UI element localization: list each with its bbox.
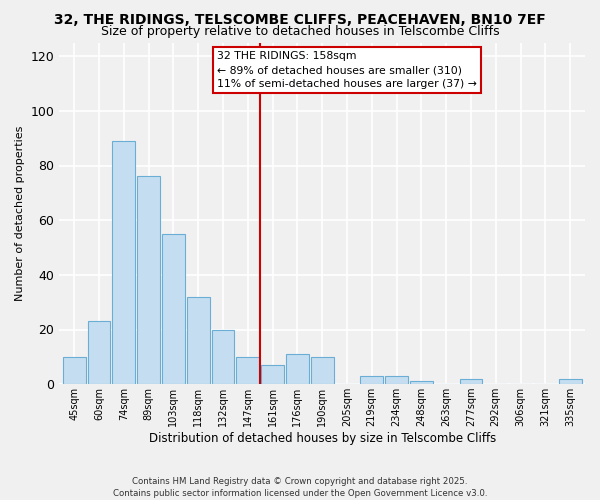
Bar	[236, 357, 259, 384]
Bar	[559, 378, 581, 384]
Bar	[88, 322, 110, 384]
Bar	[137, 176, 160, 384]
Bar	[187, 296, 209, 384]
Bar	[460, 378, 482, 384]
Bar	[112, 141, 135, 384]
Y-axis label: Number of detached properties: Number of detached properties	[15, 126, 25, 301]
Bar	[162, 234, 185, 384]
Bar	[311, 357, 334, 384]
Text: Size of property relative to detached houses in Telscombe Cliffs: Size of property relative to detached ho…	[101, 25, 499, 38]
Bar	[261, 365, 284, 384]
Bar	[361, 376, 383, 384]
Bar	[63, 357, 86, 384]
Text: 32, THE RIDINGS, TELSCOMBE CLIFFS, PEACEHAVEN, BN10 7EF: 32, THE RIDINGS, TELSCOMBE CLIFFS, PEACE…	[54, 12, 546, 26]
X-axis label: Distribution of detached houses by size in Telscombe Cliffs: Distribution of detached houses by size …	[149, 432, 496, 445]
Bar	[410, 382, 433, 384]
Text: 32 THE RIDINGS: 158sqm
← 89% of detached houses are smaller (310)
11% of semi-de: 32 THE RIDINGS: 158sqm ← 89% of detached…	[217, 51, 477, 89]
Bar	[385, 376, 408, 384]
Bar	[286, 354, 309, 384]
Bar	[212, 330, 235, 384]
Text: Contains HM Land Registry data © Crown copyright and database right 2025.
Contai: Contains HM Land Registry data © Crown c…	[113, 476, 487, 498]
